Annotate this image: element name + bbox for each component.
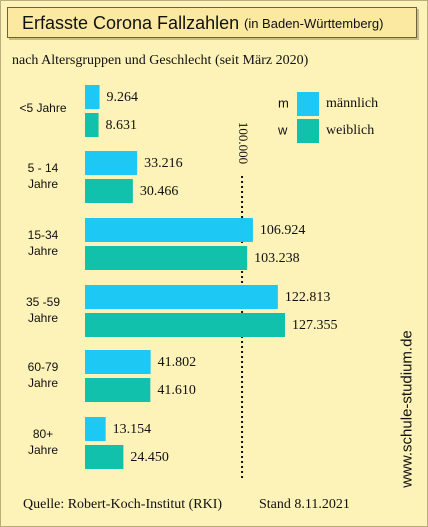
- bar-m: [85, 85, 100, 109]
- bar-value-label: 24.450: [130, 450, 169, 465]
- legend-label: weiblich: [326, 123, 374, 138]
- legend-label: männlich: [326, 96, 378, 111]
- legend-swatch: [297, 92, 319, 116]
- title-box: Erfasste Corona Fallzahlen (in Baden-Wür…: [7, 7, 417, 38]
- reference-line-label: 100.000: [236, 122, 251, 164]
- bar-w: [85, 113, 99, 137]
- bar-w: [85, 313, 285, 337]
- bar-value-label: 103.238: [254, 251, 300, 266]
- category-label: 80+: [33, 427, 53, 441]
- bar-m: [85, 417, 106, 441]
- category-label: 5 - 14: [28, 161, 59, 175]
- legend-key: m: [278, 95, 289, 110]
- bar-value-label: 8.631: [106, 118, 137, 133]
- bar-value-label: 33.216: [144, 156, 183, 171]
- category-label: Jahre: [28, 443, 58, 457]
- legend-key: w: [277, 122, 288, 137]
- bar-value-label: 41.610: [157, 383, 196, 398]
- bar-w: [85, 246, 248, 270]
- bar-w: [85, 179, 133, 203]
- watermark-text: www.schule-studium.de: [398, 330, 416, 488]
- bar-w: [85, 378, 151, 402]
- bar-m: [85, 218, 253, 242]
- category-label: 15-34: [28, 228, 59, 242]
- bar-value-label: 122.813: [285, 290, 331, 305]
- chart-subtitle: nach Altersgruppen und Geschlecht (seit …: [12, 53, 309, 68]
- bar-m: [85, 151, 138, 175]
- legend-swatch: [297, 119, 319, 143]
- bar-value-label: 41.802: [158, 355, 197, 370]
- chart-title: Erfasste Corona Fallzahlen: [22, 13, 240, 33]
- category-label: Jahre: [28, 177, 58, 191]
- category-label: Jahre: [28, 311, 58, 325]
- bar-value-label: 106.924: [260, 223, 306, 238]
- source-note: Quelle: Robert-Koch-Institut (RKI): [23, 497, 223, 512]
- bar-value-label: 127.355: [292, 318, 338, 333]
- category-label: Jahre: [28, 376, 58, 390]
- bar-value-label: 9.264: [107, 90, 139, 105]
- bar-m: [85, 350, 151, 374]
- bar-w: [85, 445, 124, 469]
- bar-value-label: 30.466: [140, 184, 179, 199]
- chart-title-region: (in Baden-Württemberg): [244, 16, 384, 31]
- category-label: Jahre: [28, 244, 58, 258]
- category-label: 35 -59: [26, 295, 60, 309]
- category-label: 60-79: [28, 360, 59, 374]
- bar-m: [85, 285, 278, 309]
- date-note: Stand 8.11.2021: [259, 497, 350, 512]
- category-label: <5 Jahre: [19, 101, 66, 115]
- bar-value-label: 13.154: [113, 422, 152, 437]
